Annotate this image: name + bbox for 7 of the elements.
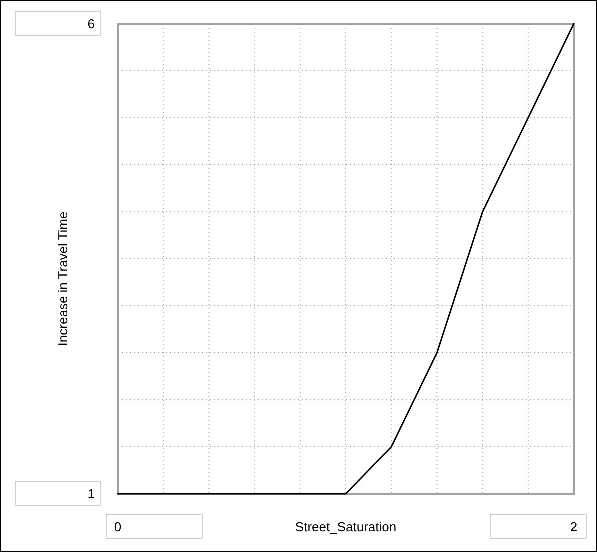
x-tick-label: 2	[570, 520, 578, 535]
line-series	[117, 23, 575, 495]
x-axis-title: Street_Saturation	[295, 520, 397, 535]
y-axis-title: Increase in Travel Time	[56, 212, 71, 346]
y-tick-label: 1	[88, 486, 95, 502]
x-tick-label: 0	[114, 520, 122, 535]
y-tick-label: 6	[88, 16, 95, 32]
